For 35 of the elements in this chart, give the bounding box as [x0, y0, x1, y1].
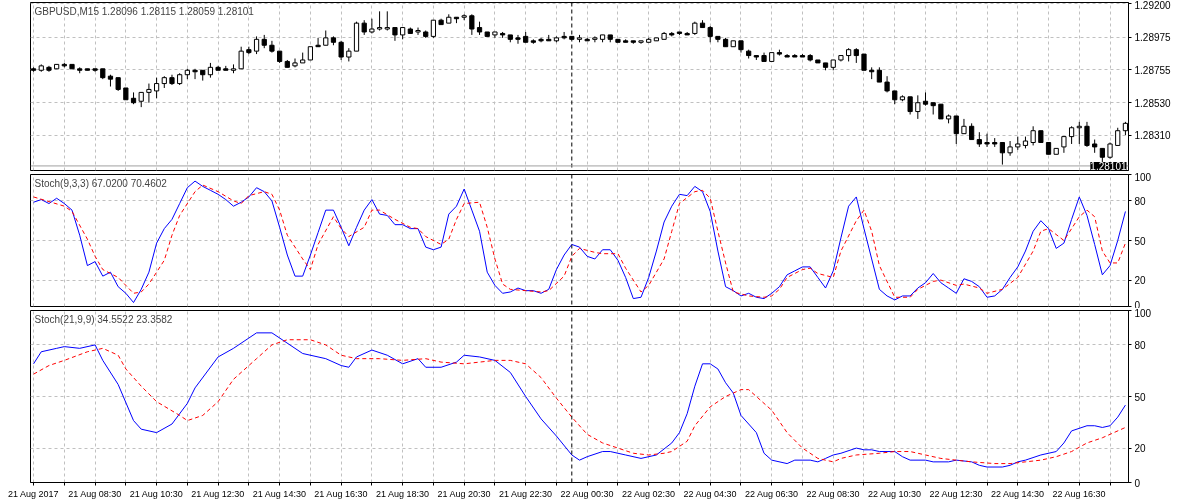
x-tick-label: 22 Aug 02:30 [621, 488, 675, 499]
y-tick-label: 80 [1134, 339, 1147, 351]
x-tick-label: 21 Aug 12:30 [191, 488, 245, 499]
ref-line-label: 1.28101 [1090, 160, 1127, 172]
x-tick-label: 22 Aug 16:30 [1052, 488, 1106, 499]
x-tick-label: 21 Aug 08:30 [68, 488, 122, 499]
chart-title: Stoch(21,9,9) 34.5522 23.3582 [34, 313, 173, 325]
x-tick-label: 22 Aug 00:30 [560, 488, 614, 499]
y-tick-label: 1.28310 [1134, 130, 1172, 142]
x-tick-label: 21 Aug 18:30 [375, 488, 429, 499]
x-tick-label: 22 Aug 10:30 [867, 488, 922, 499]
y-tick-label: 20 [1134, 275, 1147, 287]
y-tick-label: 1.28975 [1134, 32, 1172, 44]
y-tick-label: 80 [1134, 195, 1147, 207]
y-tick-label: 100 [1134, 171, 1152, 183]
y-tick-label: 1.28530 [1134, 97, 1172, 109]
x-tick-label: 22 Aug 06:30 [744, 488, 799, 499]
x-tick-label: 21 Aug 2017 [8, 488, 59, 499]
chart-title: Stoch(9,3,3) 67.0200 70.4602 [34, 177, 168, 189]
y-tick-label: 50 [1134, 235, 1147, 247]
x-tick-label: 21 Aug 14:30 [252, 488, 306, 499]
y-tick-label: 1.29200 [1134, 0, 1172, 11]
y-tick-label: 20 [1134, 443, 1147, 455]
y-tick-label: 1.28755 [1134, 64, 1172, 76]
x-tick-label: 22 Aug 12:30 [929, 488, 983, 499]
x-tick-label: 21 Aug 20:30 [437, 488, 491, 499]
x-tick-label: 22 Aug 08:30 [806, 488, 860, 499]
x-tick-label: 22 Aug 04:30 [683, 488, 737, 499]
x-tick-label: 22 Aug 14:30 [991, 488, 1045, 499]
x-tick-label: 21 Aug 16:30 [314, 488, 368, 499]
y-tick-label: 0 [1134, 477, 1141, 489]
chart-title: GBPUSD,M15 1.28096 1.28115 1.28059 1.28101 [34, 5, 255, 17]
y-tick-label: 50 [1134, 391, 1147, 403]
x-tick-label: 21 Aug 10:30 [129, 488, 183, 499]
x-tick-label: 21 Aug 22:30 [498, 488, 552, 499]
